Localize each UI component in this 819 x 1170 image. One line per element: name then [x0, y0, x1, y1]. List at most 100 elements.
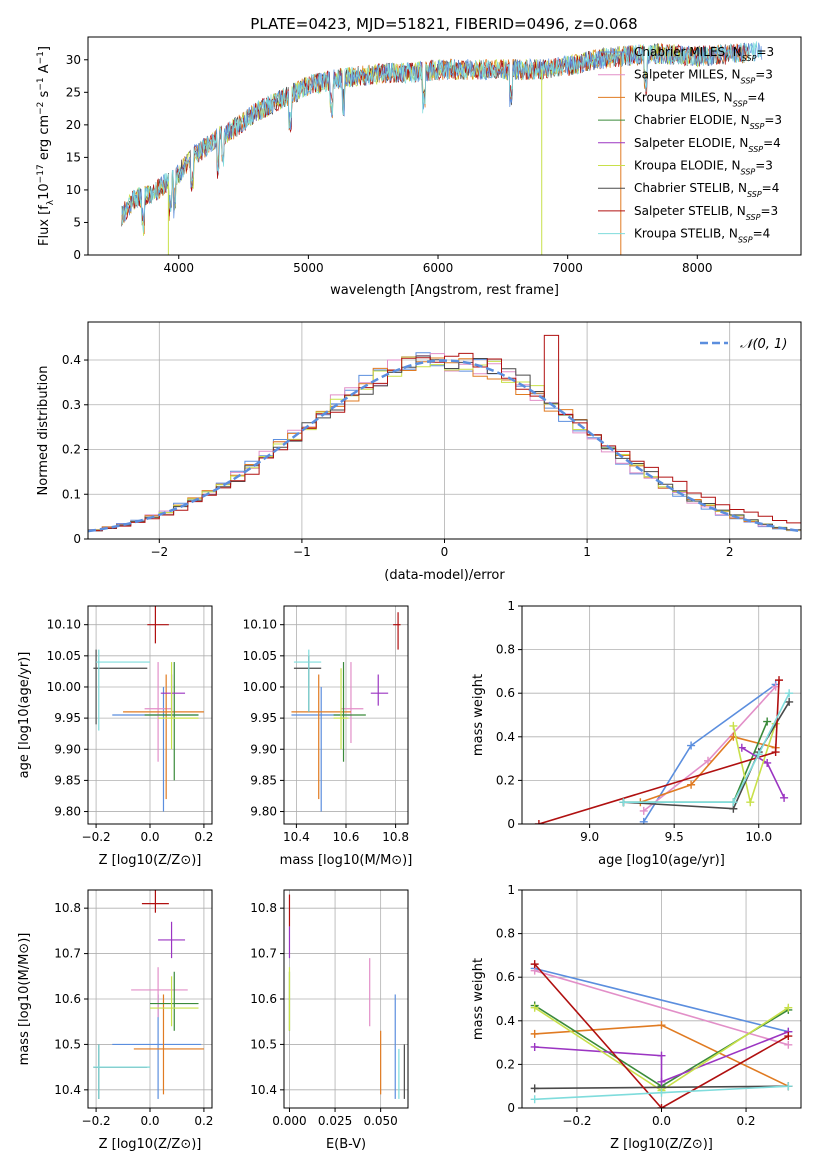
legend-entry: Kroupa ELODIE, NSSP=3 — [634, 159, 773, 177]
marker-STELIB_Salpeter — [775, 676, 784, 685]
tick-label-x: 9.5 — [665, 830, 684, 844]
age_vs_mass-frame — [283, 605, 409, 825]
tick-label-y: 9.80 — [250, 805, 277, 819]
x-axis-label: Z [log10(Z/Z⊙)] — [99, 853, 202, 868]
legend-tail: =3 — [760, 204, 778, 218]
y-axis-label-part: −1 — [36, 77, 46, 90]
tick-label-y: 10.10 — [243, 618, 277, 632]
tick-label-y: 9.90 — [54, 742, 81, 756]
spectrum-frame — [87, 36, 802, 256]
mass_vs_Z-points — [93, 890, 204, 1099]
marker-ELODIE_Chabrier — [763, 717, 772, 726]
y-axis-label-part: A — [37, 64, 52, 77]
y-axis-label: age [log10(age/yr)] — [17, 652, 32, 779]
tick-label-y: 0.4 — [62, 353, 81, 367]
marker-ELODIE_Salpeter — [657, 1051, 666, 1060]
y-axis-label-part: 10 — [37, 183, 52, 200]
normal-curve — [88, 359, 801, 533]
marker-ELODIE_Salpeter — [780, 793, 789, 802]
tick-label-x: 0.2 — [194, 830, 213, 844]
series-ELODIE_Salpeter — [534, 1030, 789, 1083]
spectrum-STELIB_Kroupa — [121, 41, 763, 233]
tick-label-y: 1 — [507, 883, 515, 897]
tick-label-x: 10.0 — [745, 830, 772, 844]
tick-label-x: 5000 — [293, 261, 324, 275]
tick-label-y: 10.7 — [250, 947, 277, 961]
legend-entry: Chabrier ELODIE, NSSP=3 — [634, 113, 782, 131]
y-axis-label-part: erg cm — [37, 115, 52, 164]
tick-label-y: 0.6 — [496, 970, 515, 984]
tick-label-y: 0 — [73, 532, 81, 546]
tick-label-y: 0.1 — [62, 487, 81, 501]
tick-label-x: 0.0 — [652, 1114, 671, 1128]
legend-entry: Chabrier STELIB, NSSP=4 — [634, 181, 779, 199]
legend-subscript: SSP — [738, 235, 753, 244]
tick-label-y: 10.05 — [243, 649, 277, 663]
tick-label-x: 0.025 — [318, 1114, 352, 1128]
legend-subscript: SSP — [750, 122, 765, 131]
marker-STELIB_Salpeter — [771, 748, 780, 757]
tick-label-y: 0.3 — [62, 398, 81, 412]
marker-ELODIE_Kroupa — [729, 721, 738, 730]
y-axis-label-part: −2 — [36, 102, 46, 115]
mass_weight_vs_age-frame — [521, 605, 802, 825]
age_vs_mass-points — [291, 612, 401, 812]
tick-label-x: 2 — [726, 545, 734, 559]
tick-label-y: 0 — [507, 1101, 515, 1115]
legend-tail: =3 — [755, 159, 773, 173]
marker-MILES_Kroupa — [657, 1021, 666, 1030]
tick-label-y: 10 — [66, 183, 81, 197]
legend-tail: =3 — [755, 68, 773, 82]
series-MILES_Salpeter — [534, 969, 789, 1046]
marker-ELODIE_Salpeter — [763, 758, 772, 767]
marker-STELIB_Kroupa — [754, 750, 763, 759]
x-axis-label: mass [log10(M/M⊙)] — [280, 853, 413, 868]
marker-MILES_Salpeter — [784, 1040, 793, 1049]
legend-entry: Salpeter STELIB, NSSP=3 — [634, 204, 778, 222]
y-axis-label: Normed distribution — [36, 366, 51, 496]
marker-MILES_Kroupa — [530, 1029, 539, 1038]
tick-label-y: 0.6 — [496, 686, 515, 700]
marker-ELODIE_Salpeter — [657, 1077, 666, 1086]
tick-label-x: 0 — [441, 545, 449, 559]
tick-label-y: 10.5 — [54, 1037, 81, 1051]
tick-label-x: 1 — [583, 545, 591, 559]
series-STELIB_Chabrier — [623, 701, 790, 810]
age_vs_mass-axes: 10.4 10.6 10.8 9.80 9.85 9.90 9.95 10.00 10.05 10… — [243, 606, 409, 844]
x-axis-label: Z [log10(Z/Z⊙)] — [610, 1137, 713, 1152]
tick-label-y: 9.95 — [54, 711, 81, 725]
y-axis-label: mass [log10(M/M⊙)] — [17, 933, 32, 1066]
marker-STELIB_Salpeter — [530, 960, 539, 969]
legend-subscript: SSP — [741, 76, 756, 85]
tick-label-x: 10.8 — [382, 830, 409, 844]
mass_weight_vs_Z-frame — [521, 889, 802, 1109]
tick-label-x: 10.6 — [333, 830, 360, 844]
tick-label-y: 0.8 — [496, 927, 515, 941]
tick-label-x: 10.4 — [283, 830, 310, 844]
mass_vs_EBV-points — [288, 894, 405, 1099]
marker-ELODIE_Kroupa — [784, 1003, 793, 1012]
legend-entry: Chabrier MILES, NSSP=3 — [634, 45, 774, 63]
legend-tail: =4 — [763, 136, 781, 150]
tick-label-x: −1 — [293, 545, 311, 559]
legend-subscript: SSP — [748, 144, 763, 153]
marker-STELIB_Chabrier — [530, 1084, 539, 1093]
marker-ELODIE_Kroupa — [530, 1003, 539, 1012]
legend-subscript: SSP — [733, 99, 748, 108]
mass_weight_vs_age-series — [534, 676, 794, 824]
tick-label-y: 1 — [507, 599, 515, 613]
tick-label-x: 0.000 — [272, 1114, 306, 1128]
x-axis-label: Z [log10(Z/Z⊙)] — [99, 1137, 202, 1152]
marker-STELIB_Kroupa — [785, 689, 794, 698]
tick-label-y: 10.4 — [250, 1083, 277, 1097]
legend-entry: Kroupa MILES, NSSP=4 — [634, 90, 765, 108]
tick-label-y: 10.6 — [54, 992, 81, 1006]
tick-label-y: 10.8 — [250, 901, 277, 915]
tick-label-x: 0.0 — [140, 1114, 159, 1128]
tick-label-x: 9.0 — [580, 830, 599, 844]
mass_weight_vs_Z-series — [530, 960, 793, 1108]
tick-label-y: 9.85 — [54, 773, 81, 787]
legend-subscript: SSP — [747, 190, 762, 199]
spectrum-axes: 4000 5000 6000 7000 8000 0 5 10 15 20 25 30 — [66, 53, 713, 275]
legend-tail: =3 — [764, 113, 782, 127]
